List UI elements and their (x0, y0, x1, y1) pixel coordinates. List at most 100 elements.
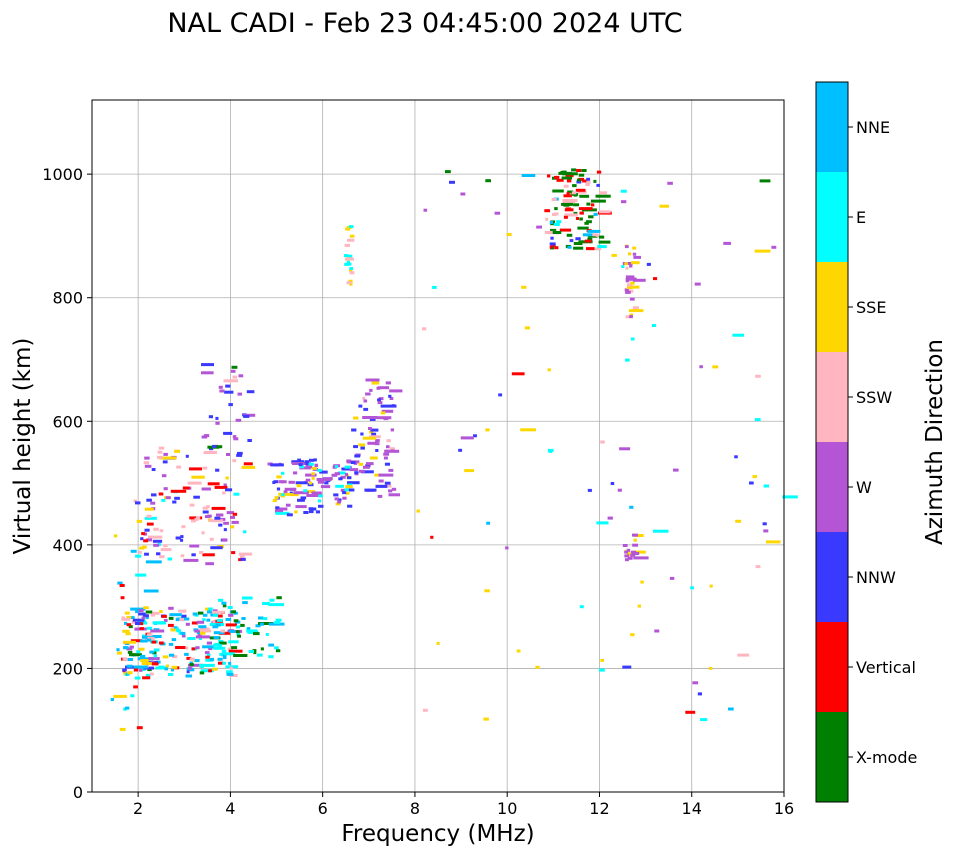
colorbar-segment-ssw (816, 352, 848, 442)
echo-mark (324, 481, 329, 485)
echo-mark (155, 666, 167, 670)
echo-mark (311, 466, 317, 470)
echo-mark (174, 449, 181, 453)
echo-mark (556, 220, 562, 224)
echo-mark (375, 484, 388, 488)
echo-mark (547, 368, 551, 372)
echo-mark (578, 173, 585, 177)
echo-mark (163, 619, 168, 622)
echo-mark (632, 306, 639, 310)
echo-mark (692, 681, 699, 685)
echo-mark (590, 203, 595, 207)
echo-mark (280, 480, 287, 484)
echo-mark (265, 633, 269, 636)
echo-mark (256, 653, 263, 657)
echo-mark (598, 668, 605, 672)
echo-mark (225, 618, 232, 621)
echo-mark (390, 449, 395, 453)
echo-mark (151, 662, 159, 666)
echo-mark (667, 181, 673, 185)
echo-mark (582, 179, 587, 183)
echo-mark (163, 487, 168, 491)
echo-mark (161, 456, 177, 460)
echo-mark (279, 493, 285, 497)
echo-mark (347, 238, 355, 242)
echo-mark (191, 475, 205, 479)
echo-mark (124, 621, 128, 625)
colorbar-tick-label: SSW (856, 388, 892, 407)
echo-mark (223, 521, 229, 525)
echo-mark (366, 462, 374, 466)
echo-mark (136, 726, 143, 730)
echo-mark (295, 481, 308, 485)
echo-mark (573, 246, 584, 250)
echo-mark (268, 643, 274, 647)
echo-mark (232, 435, 237, 439)
echo-mark (625, 245, 629, 249)
echo-mark (159, 610, 163, 613)
echo-mark (735, 519, 742, 523)
echo-mark (170, 628, 176, 632)
echo-mark (197, 611, 204, 615)
echo-mark (567, 245, 572, 249)
echo-mark (151, 660, 155, 664)
echo-mark (299, 466, 311, 470)
echo-mark (231, 365, 238, 369)
echo-mark (349, 234, 355, 238)
echo-mark (201, 487, 211, 491)
echo-mark (144, 552, 149, 556)
echo-mark (586, 247, 595, 251)
echo-mark (144, 528, 150, 532)
echo-mark (284, 487, 297, 491)
echo-mark (215, 421, 220, 425)
echo-mark (629, 264, 633, 268)
echo-mark (138, 550, 142, 554)
echo-mark (365, 392, 371, 396)
echo-mark (148, 535, 163, 539)
colorbar: X-mode Vertical NNW W SSW SSE E NNE (815, 81, 917, 803)
echo-mark (223, 528, 227, 532)
echo-mark (633, 556, 649, 560)
echo-mark (135, 501, 141, 505)
echo-mark (206, 653, 211, 657)
echo-mark (762, 522, 767, 526)
y-tick-label: 400 (52, 536, 83, 555)
echo-mark (119, 727, 126, 731)
echo-mark (227, 647, 234, 651)
echo-mark (473, 434, 477, 438)
echo-mark (505, 546, 509, 550)
echo-mark (551, 198, 557, 201)
echo-mark (275, 618, 282, 622)
echo-mark (309, 510, 314, 514)
echo-mark (144, 464, 152, 468)
echo-mark (598, 191, 608, 195)
echo-mark (622, 665, 632, 669)
echo-mark (143, 666, 155, 670)
echo-mark (222, 491, 226, 495)
echo-mark (203, 451, 217, 454)
echo-mark (268, 622, 285, 626)
echo-mark (202, 645, 215, 649)
echo-mark (600, 440, 605, 444)
echo-mark (626, 552, 632, 556)
echo-mark (217, 614, 223, 618)
echo-mark (306, 494, 319, 497)
echo-mark (247, 630, 259, 634)
echo-mark (275, 506, 280, 510)
echo-mark (260, 647, 264, 651)
echo-mark (142, 676, 151, 680)
echo-mark (285, 503, 291, 507)
echo-mark (334, 497, 339, 501)
echo-mark (596, 183, 600, 187)
x-tick-label: 14 (682, 799, 702, 818)
echo-mark (158, 446, 165, 450)
echo-mark (196, 620, 205, 624)
echo-mark (143, 461, 150, 465)
echo-mark (347, 481, 360, 485)
echo-mark (309, 458, 315, 462)
echo-mark (113, 534, 118, 538)
echo-mark (363, 407, 369, 411)
echo-mark (146, 633, 153, 637)
echo-mark (763, 529, 769, 533)
echo-mark (755, 374, 761, 378)
